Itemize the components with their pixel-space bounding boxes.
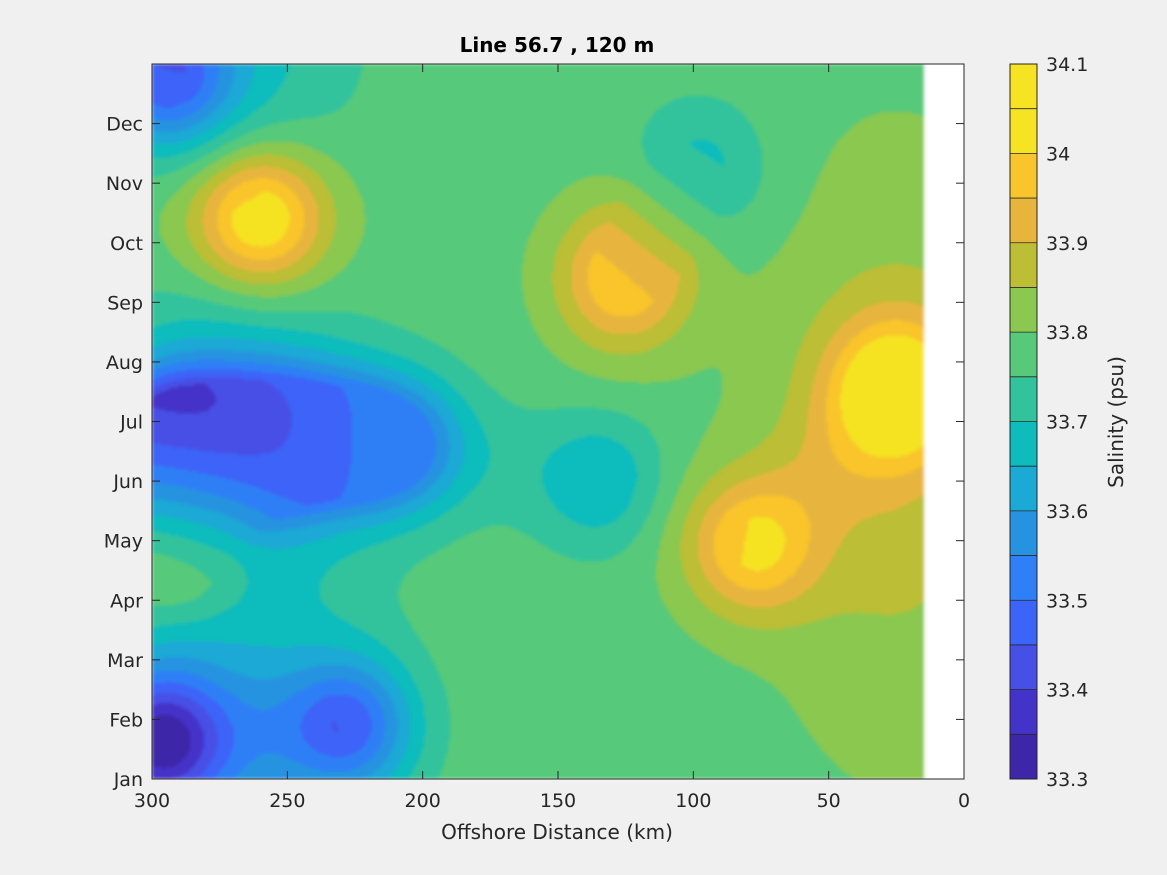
colorbar-box [1009,63,1038,780]
colorbar-segment [1010,466,1037,512]
colorbar-tick-label: 33.5 [1046,590,1088,612]
x-tick-label: 50 [817,790,841,812]
colorbar-segment [1010,198,1037,244]
x-tick-label: 200 [405,790,441,812]
colorbar-tick-label: 33.4 [1046,680,1088,702]
y-tick-label: Apr [110,590,143,612]
colorbar-label: Salinity (psu) [1104,356,1128,488]
colorbar-tick-label: 33.8 [1046,322,1088,344]
y-tick-label: Mar [107,650,143,672]
colorbar-segment [1010,108,1037,154]
colorbar-tick-label: 33.3 [1046,769,1088,791]
x-tick-label: 150 [540,790,576,812]
y-tick-label: Jun [112,471,143,493]
salinity-contour-field [152,64,964,779]
colorbar-segment [1010,287,1037,333]
y-tick-label: Oct [110,233,143,255]
y-tick-label: Jan [113,769,143,791]
axis-ticks: 300 250 200 150 100 50 0 Jan Feb Mar Apr May Jun Jul A… [104,64,970,812]
colorbar-segment [1010,332,1037,378]
colorbar-segment [1010,64,1037,109]
colorbar-segment [1010,153,1037,199]
colorbar-segment [1010,242,1037,288]
colorbar-segment [1010,510,1037,557]
x-tick-label: 300 [134,790,170,812]
colorbar-segment [1010,600,1037,646]
colorbar-segment [1010,644,1037,691]
y-tick-label: Jul [119,412,143,434]
colorbar-segment [1010,555,1037,601]
y-tick-label: Sep [107,292,143,314]
x-tick-label: 100 [675,790,711,812]
colorbar-segment [1010,734,1037,780]
x-tick-label: 250 [269,790,305,812]
colorbar-tick-label: 34 [1046,143,1070,165]
plot-area: 300 250 200 150 100 50 0 Jan Feb Mar Apr May Jun Jul A… [104,63,970,812]
y-tick-label: Feb [109,709,143,731]
colorbar-tick-label: 33.9 [1046,233,1088,255]
y-tick-label: Aug [106,352,143,374]
x-tick-label: 0 [958,790,970,812]
colorbar-tick-label: 34.1 [1046,54,1088,76]
chart-title: Line 56.7 , 120 m [460,33,655,57]
x-axis-label: Offshore Distance (km) [441,820,673,844]
colorbar-segment [1010,689,1037,735]
y-tick-label: Dec [106,114,143,136]
colorbar-tick-label: 33.7 [1046,412,1088,434]
colorbar: 33.3 33.4 33.5 33.6 33.7 33.8 33.9 34 34.1 [1009,54,1088,791]
colorbar-segment [1010,376,1037,422]
colorbar-tick-label: 33.6 [1046,501,1088,523]
y-tick-label: May [104,531,143,553]
y-tick-label: Nov [106,173,143,195]
colorbar-segment [1010,421,1037,467]
